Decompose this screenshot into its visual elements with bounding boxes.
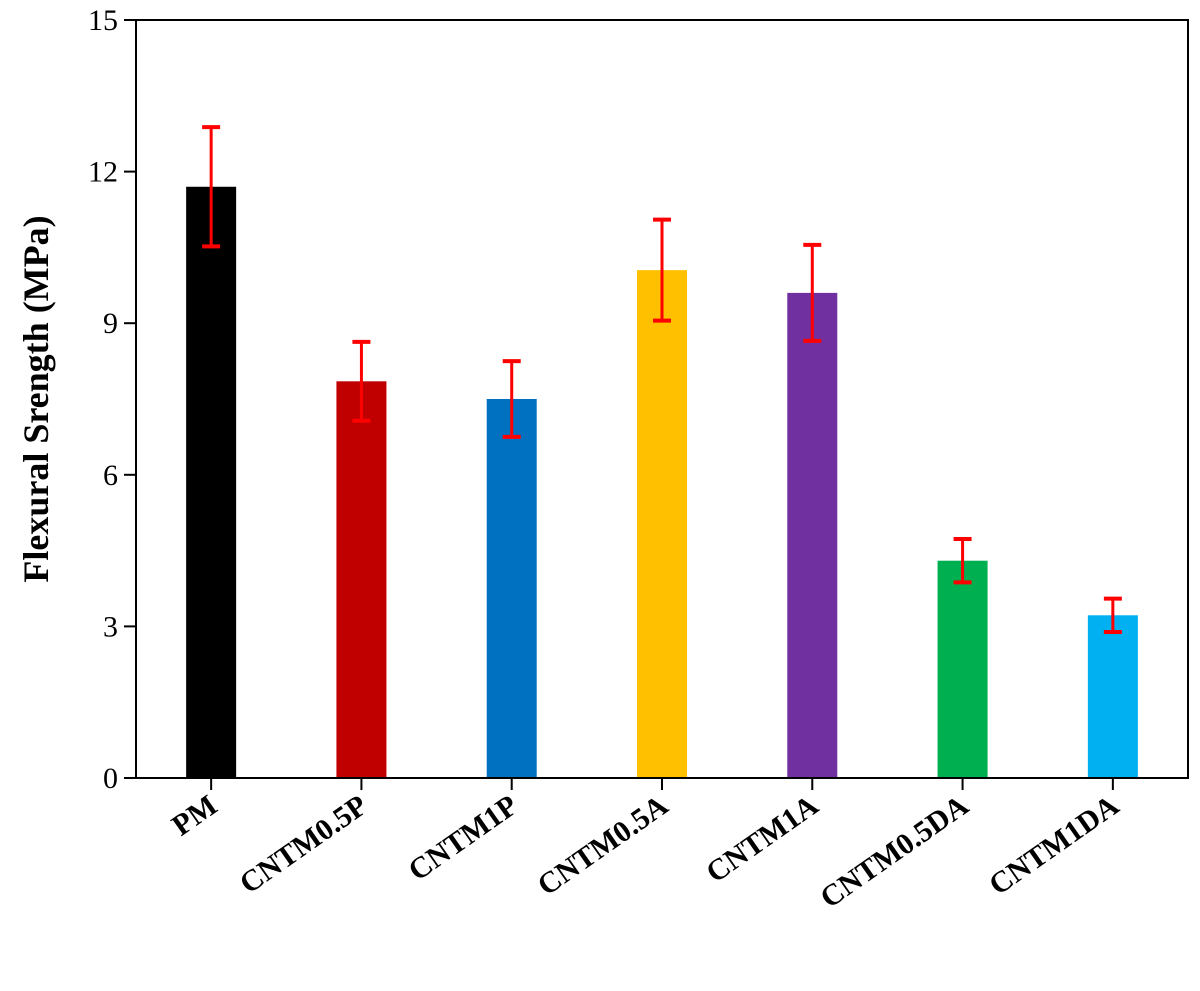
y-tick-label: 15 bbox=[88, 4, 118, 37]
x-tick-label: CNTM1A bbox=[700, 789, 824, 890]
y-tick-label: 0 bbox=[103, 762, 118, 795]
x-tick-label: PM bbox=[166, 789, 223, 843]
bar-CNTM0.5A bbox=[637, 270, 687, 778]
y-tick-label: 3 bbox=[103, 610, 118, 643]
x-tick-label: CNTM0.5A bbox=[532, 789, 675, 903]
bar-CNTM0.5DA bbox=[937, 560, 988, 778]
bar-CNTM1P bbox=[486, 399, 537, 778]
bar-PM bbox=[186, 186, 237, 778]
bar-CNTM0.5P bbox=[336, 381, 387, 778]
y-axis: 0 3 6 9 12 15 bbox=[88, 4, 136, 795]
error-bars-layer bbox=[202, 125, 1122, 634]
y-axis-title: Flexural Srength (MPa) bbox=[16, 215, 56, 582]
bars-layer bbox=[186, 186, 1138, 778]
x-tick-label: CNTM0.5P bbox=[234, 789, 374, 901]
x-tick-label: CNTM1DA bbox=[983, 789, 1125, 902]
x-tick-label: CNTM0.5DA bbox=[814, 789, 974, 915]
y-tick-label: 9 bbox=[103, 307, 118, 340]
x-tick-label: CNTM1P bbox=[402, 789, 523, 888]
bar-CNTM1DA bbox=[1087, 615, 1138, 778]
bar-CNTM1A bbox=[787, 292, 838, 778]
y-tick-label: 12 bbox=[88, 156, 118, 189]
y-tick-label: 6 bbox=[103, 459, 118, 492]
